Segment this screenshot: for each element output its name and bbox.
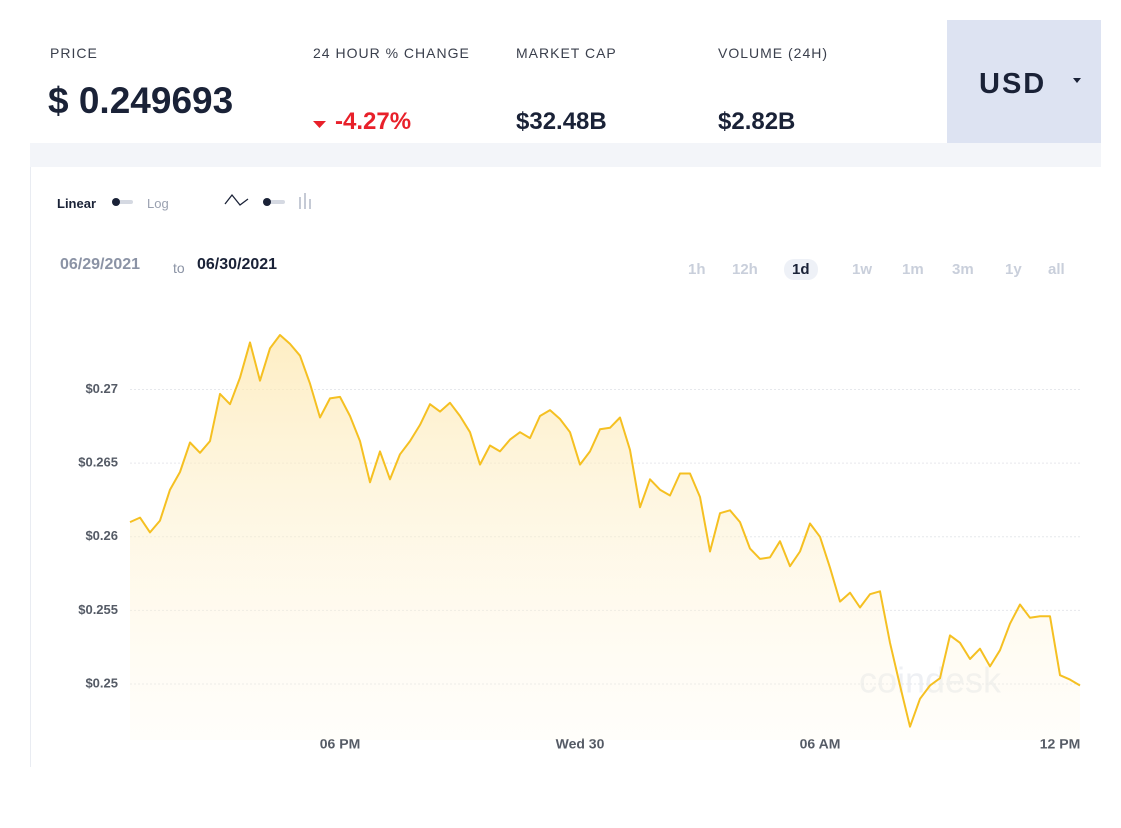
divider	[30, 143, 1101, 167]
area	[130, 335, 1080, 740]
y-tick-label: $0.26	[85, 528, 118, 543]
change: -4.27%	[335, 108, 412, 135]
y-tick-label: $0.265	[78, 455, 118, 470]
date-from: 06/29/2021	[60, 256, 141, 273]
linear-toggle[interactable]: Linear	[57, 196, 97, 211]
range-button[interactable]: 1y	[1005, 261, 1022, 278]
currency-select[interactable]: USD	[947, 20, 1101, 143]
date-to-word: to	[173, 260, 185, 276]
price: $ 0.249693	[48, 80, 234, 121]
stats-bar: PRICE $ 0.249693 24 HOUR % CHANGE -4.27%…	[30, 20, 947, 143]
date-to: 06/30/2021	[197, 256, 278, 273]
market-cap: $32.48B	[516, 108, 607, 135]
down-arrow	[313, 121, 326, 128]
range-button[interactable]: 1w	[852, 261, 873, 278]
range-buttons: 1h 12h 1d 1w 1m 3m 1y all	[680, 257, 1080, 285]
price-label: PRICE	[50, 45, 98, 61]
volume: $2.82B	[718, 108, 796, 135]
y-tick-label: $0.27	[85, 381, 118, 396]
y-tick-label: $0.255	[78, 602, 118, 617]
line	[129, 334, 1081, 728]
volume-label: VOLUME (24H)	[718, 45, 829, 61]
currency: USD	[979, 68, 1047, 100]
market-cap-label: MARKET CAP	[516, 45, 617, 61]
caret	[1073, 78, 1081, 83]
range-button[interactable]: 12h	[732, 261, 758, 278]
range-button[interactable]: 3m	[952, 261, 974, 278]
range-button[interactable]: 1h	[688, 261, 706, 278]
range-button[interactable]: 1m	[902, 261, 924, 278]
y-tick-label: $0.25	[85, 675, 118, 690]
log-toggle[interactable]: Log	[147, 196, 169, 211]
range-button[interactable]: 1d	[784, 259, 818, 280]
panel-border	[30, 167, 31, 767]
scale-switch[interactable]	[111, 197, 135, 207]
change-label: 24 HOUR % CHANGE	[313, 45, 470, 61]
chart-type-switch[interactable]	[224, 190, 319, 212]
range-button[interactable]: all	[1048, 261, 1065, 278]
